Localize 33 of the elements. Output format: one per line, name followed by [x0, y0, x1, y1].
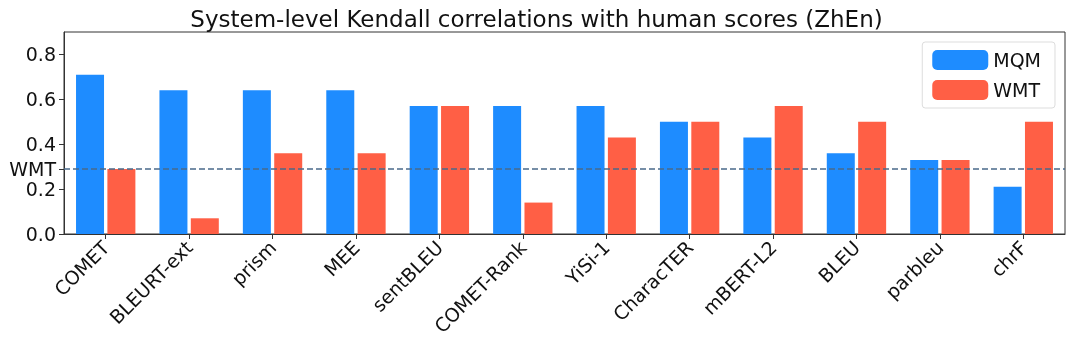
bar — [274, 153, 303, 234]
bar — [357, 153, 386, 234]
bar — [190, 218, 219, 234]
legend-label: WMT — [993, 79, 1041, 101]
bar — [743, 137, 772, 234]
bar — [910, 159, 939, 234]
bar — [826, 153, 855, 234]
bar — [659, 121, 688, 234]
bar — [941, 159, 970, 234]
chart-title: System-level Kendall correlations with human scores (ZhEn) — [190, 5, 883, 32]
bar — [576, 106, 605, 234]
bar — [326, 90, 355, 234]
bar — [76, 74, 105, 234]
bar — [107, 168, 136, 234]
y-tick-label: 0.0 — [25, 223, 56, 245]
y-tick-label: WMT — [9, 157, 57, 180]
bar — [858, 121, 887, 234]
y-tick-label: 0.2 — [25, 178, 56, 201]
y-tick-label: 0.6 — [25, 88, 56, 111]
bar — [524, 202, 553, 234]
bar — [441, 106, 470, 234]
y-tick-label: 0.4 — [25, 133, 56, 156]
bar — [242, 90, 271, 234]
bar — [691, 121, 720, 234]
bar — [774, 106, 803, 234]
legend-label: MQM — [993, 49, 1042, 71]
bar — [607, 137, 636, 234]
bar — [159, 90, 188, 234]
bar — [1024, 121, 1053, 234]
bar — [993, 186, 1022, 234]
y-tick-label: 0.8 — [25, 43, 56, 66]
bar — [493, 106, 522, 234]
bar — [409, 106, 438, 234]
